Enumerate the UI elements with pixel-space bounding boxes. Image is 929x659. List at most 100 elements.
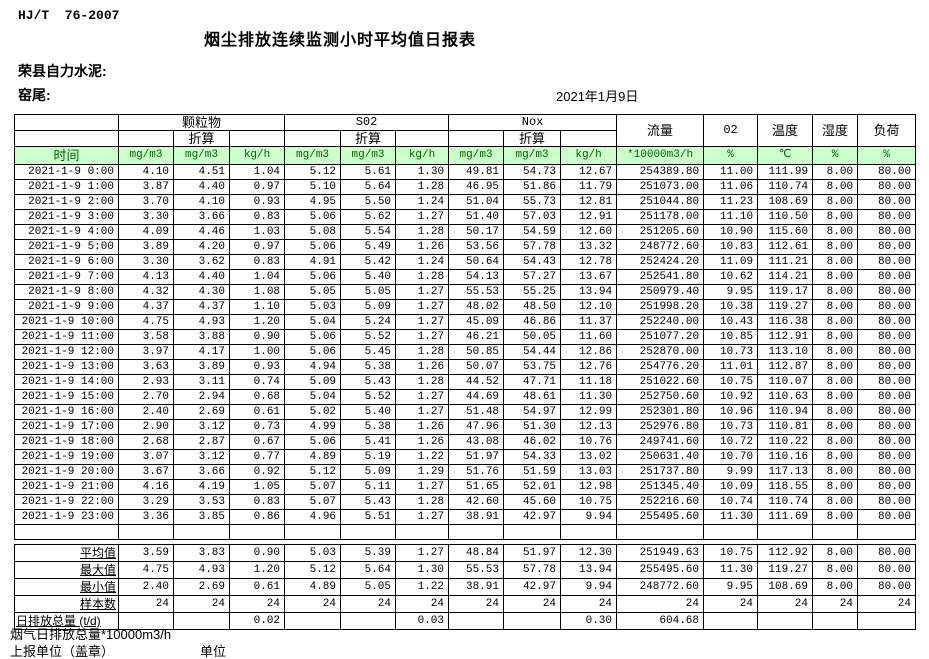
value-cell: 8.00 (812, 164, 859, 180)
value-cell: 110.07 (757, 374, 814, 390)
table-row: 2021-1-9 1:00 3.87 4.40 0.97 5.10 5.64 1.28 46.… (14, 179, 917, 195)
value-cell: 5.40 (340, 269, 397, 285)
value-cell: 50.17 (448, 224, 505, 240)
value-cell: 4.91 (284, 254, 342, 270)
value-cell: 12.91 (560, 209, 618, 225)
value-cell: 12.99 (560, 404, 618, 420)
value-cell: 55.25 (503, 284, 562, 300)
summary-value-cell: 48.84 (448, 544, 504, 562)
value-cell: 50.85 (448, 344, 505, 360)
value-cell: 54.97 (503, 404, 562, 420)
value-cell: 4.10 (173, 194, 230, 210)
value-cell: 5.52 (340, 329, 397, 345)
value-cell: 45.09 (448, 314, 505, 330)
value-cell: 5.08 (284, 224, 342, 240)
table-row: 2021-1-9 13:00 3.63 3.89 0.93 4.94 5.38 1.26 50… (14, 359, 917, 375)
value-cell: 4.95 (284, 194, 342, 210)
summary-value-cell: 24 (757, 595, 813, 613)
value-cell: 254389.80 (616, 164, 705, 180)
value-cell: 51.04 (448, 194, 505, 210)
value-cell: 2.93 (118, 374, 174, 390)
value-cell: 1.28 (395, 374, 450, 390)
value-cell: 1.30 (395, 164, 450, 180)
value-cell: 57.03 (503, 209, 562, 225)
summary-value-cell: 255495.60 (616, 561, 704, 579)
table-row: 2021-1-9 0:00 4.10 4.51 1.04 5.12 5.61 1.30 49.… (14, 164, 917, 180)
table-row: 2021-1-9 8:00 4.32 4.30 1.08 5.05 5.05 1.27 55.… (14, 284, 917, 300)
time-cell: 2021-1-9 23:00 (14, 509, 119, 525)
table-row: 2021-1-9 21:00 4.16 4.19 1.05 5.07 5.11 1.27 51… (14, 479, 917, 495)
value-cell: 3.12 (173, 449, 230, 465)
value-cell: 5.06 (284, 434, 342, 450)
converted-header-row: 折算 折算 折算 (14, 130, 916, 147)
value-cell: 44.69 (448, 389, 505, 405)
value-cell: 8.00 (812, 254, 859, 270)
value-cell: 251073.00 (616, 179, 705, 195)
value-cell: 11.06 (703, 179, 759, 195)
value-cell: 111.21 (757, 254, 814, 270)
value-cell: 80.00 (857, 389, 917, 405)
value-cell: 1.26 (395, 419, 450, 435)
flow-total-note: 烟气日排放总量*10000m3/h (10, 627, 172, 642)
value-cell: 5.19 (340, 449, 397, 465)
value-cell: 80.00 (857, 359, 917, 375)
value-cell: 0.92 (228, 464, 286, 480)
value-cell: 42.60 (448, 494, 505, 510)
value-cell: 80.00 (857, 329, 917, 345)
value-cell: 10.92 (703, 389, 759, 405)
value-cell: 47.96 (448, 419, 505, 435)
value-cell: 4.46 (173, 224, 230, 240)
value-cell: 111.69 (757, 509, 814, 525)
value-cell: 10.75 (703, 374, 759, 390)
summary-value-cell: 24 (173, 595, 230, 613)
value-cell: 2.70 (118, 389, 174, 405)
summary-row: 平均值 3.59 3.83 0.90 5.03 5.39 1.27 48.84 51.97 12.… (14, 544, 916, 562)
value-cell: 10.72 (703, 434, 759, 450)
value-cell: 3.07 (118, 449, 174, 465)
value-cell: 51.86 (503, 179, 562, 195)
table-row: 2021-1-9 14:00 2.93 3.11 0.74 5.09 5.43 1.28 44… (14, 374, 917, 390)
value-cell: 112.91 (757, 329, 814, 345)
table-row: 2021-1-9 7:00 4.13 4.40 1.04 5.06 5.40 1.28 54.… (14, 269, 917, 285)
value-cell: 1.26 (395, 239, 450, 255)
value-cell: 1.24 (395, 254, 450, 270)
unit-cell: ℃ (757, 146, 814, 165)
value-cell: 110.74 (757, 494, 814, 510)
value-cell: 51.97 (448, 449, 505, 465)
value-cell: 1.26 (395, 359, 450, 375)
summary-value-cell: 112.92 (757, 544, 813, 562)
summary-value-cell: 11.30 (703, 561, 758, 579)
value-cell: 3.88 (173, 329, 230, 345)
value-cell: 13.67 (560, 269, 618, 285)
value-cell: 1.24 (395, 194, 450, 210)
standard-number: HJ/T 76-2007 (18, 8, 120, 23)
summary-value-cell: 8.00 (812, 578, 858, 596)
value-cell: 80.00 (857, 239, 917, 255)
value-cell: 2.40 (118, 404, 174, 420)
summary-value-cell: 119.27 (757, 561, 813, 579)
summary-value-cell: 1.20 (229, 561, 285, 579)
value-cell: 1.04 (228, 164, 286, 180)
value-cell: 8.00 (812, 404, 859, 420)
unit-cell: kg/h (228, 146, 286, 165)
summary-value-cell: 24 (560, 595, 617, 613)
value-cell: 5.10 (284, 179, 342, 195)
value-cell: 1.28 (395, 494, 450, 510)
value-cell: 3.53 (173, 494, 230, 510)
hourly-report-table: 颗粒物 S02 Nox 流量 02 温度 湿度 负荷 折算 折算 折算 (14, 114, 917, 540)
value-cell: 8.00 (812, 359, 859, 375)
value-cell: 4.94 (284, 359, 342, 375)
value-cell: 8.00 (812, 509, 859, 525)
summary-value-cell: 38.91 (448, 578, 504, 596)
unit-cell: mg/m3 (340, 146, 397, 165)
value-cell: 8.00 (812, 449, 859, 465)
value-cell: 251345.40 (616, 479, 705, 495)
value-cell: 54.59 (503, 224, 562, 240)
summary-row: 样本数 24 24 24 24 24 24 24 24 24 24 24 24 24 24 (14, 595, 916, 613)
summary-value-cell: 13.94 (560, 561, 617, 579)
value-cell: 5.52 (340, 389, 397, 405)
summary-label: 最大值 (14, 561, 119, 579)
summary-row: 最大值 4.75 4.93 1.20 5.12 5.64 1.30 55.53 57.78 13.… (14, 561, 916, 579)
summary-value-cell: 8.00 (812, 544, 858, 562)
table-row: 2021-1-9 4:00 4.09 4.46 1.03 5.08 5.54 1.28 50.… (14, 224, 917, 240)
